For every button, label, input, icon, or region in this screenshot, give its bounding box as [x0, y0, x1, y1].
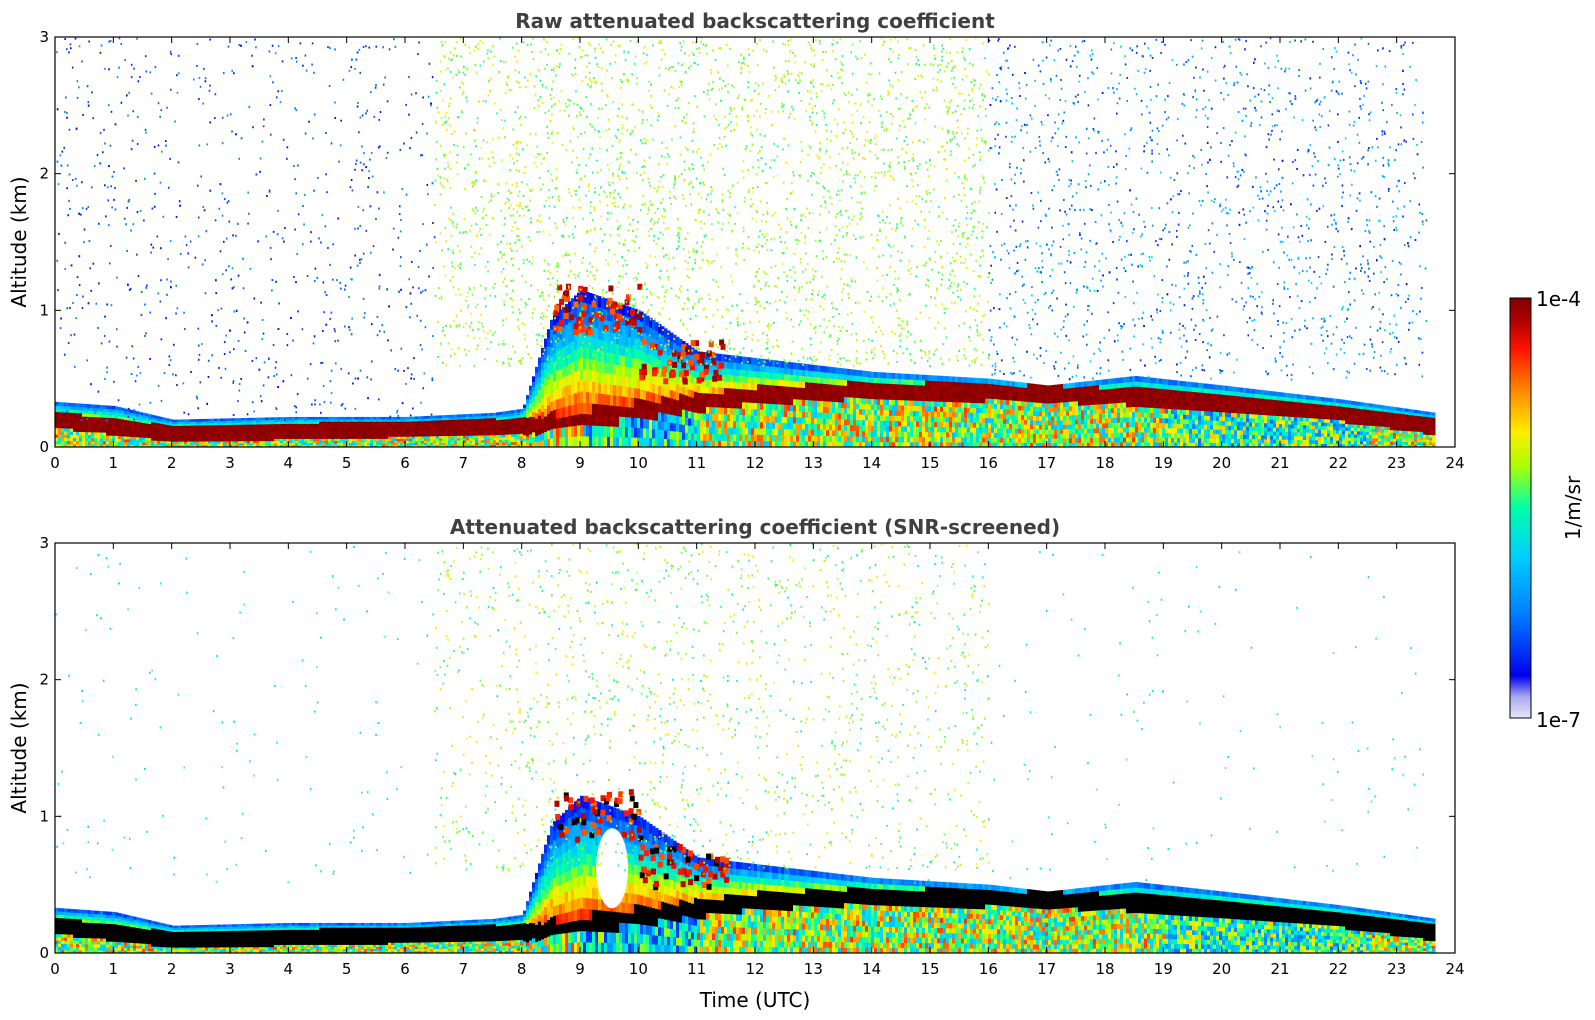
- x-tick-label: 1: [109, 960, 119, 978]
- x-tick-label: 14: [862, 454, 881, 472]
- x-tick-label: 18: [1095, 960, 1114, 978]
- x-tick-label: 21: [1270, 960, 1289, 978]
- x-tick-label: 4: [284, 960, 294, 978]
- x-tick-label: 2: [167, 454, 177, 472]
- y-tick-label: 2: [39, 165, 49, 183]
- x-tick-label: 19: [1154, 960, 1173, 978]
- y-axis: 0 1 2 3: [39, 28, 1455, 456]
- x-tick-label: 2: [167, 960, 177, 978]
- x-tick-label: 6: [400, 454, 410, 472]
- x-tick-label: 11: [687, 960, 706, 978]
- x-tick-label: 7: [459, 454, 469, 472]
- x-tick-label: 9: [575, 960, 585, 978]
- y-tick-label: 0: [39, 438, 49, 456]
- y-tick-label: 1: [39, 301, 49, 319]
- colorbar: 1e-4 1e-7 1/m/sr: [1509, 287, 1585, 732]
- x-tick-label: 15: [920, 960, 939, 978]
- plot-area: [55, 37, 1436, 447]
- colorbar-min-label: 1e-7: [1536, 708, 1581, 732]
- x-tick-label: 17: [1037, 960, 1056, 978]
- x-tick-label: 3: [225, 454, 235, 472]
- x-tick-label: 13: [804, 960, 823, 978]
- x-tick-label: 23: [1387, 454, 1406, 472]
- x-axis: 0 1 2 3 4 5 6 7 8 9 10 11 12 13 14 15 16 17 18 19 20 21 22 23 24: [50, 37, 1465, 472]
- x-tick-label: 24: [1445, 960, 1464, 978]
- x-tick-label: 19: [1154, 454, 1173, 472]
- x-axis: 0 1 2 3 4 5 6 7 8 9 10 11 12 13 14 15 16 17 18 19 20 21 22 23 24: [50, 543, 1465, 978]
- x-tick-label: 22: [1329, 454, 1348, 472]
- x-tick-label: 7: [459, 960, 469, 978]
- panel-screened: Attenuated backscattering coefficient (S…: [7, 515, 1465, 1012]
- x-tick-label: 21: [1270, 454, 1289, 472]
- x-tick-label: 3: [225, 960, 235, 978]
- colorbar-unit-label: 1/m/sr: [1561, 475, 1585, 540]
- x-tick-label: 1: [109, 454, 119, 472]
- colorbar-gradient: [1509, 297, 1532, 719]
- x-tick-label: 16: [979, 960, 998, 978]
- panel-raw: Raw attenuated backscattering coefficien…: [7, 9, 1465, 472]
- x-tick-label: 23: [1387, 960, 1406, 978]
- panel-title: Raw attenuated backscattering coefficien…: [515, 9, 995, 33]
- x-tick-label: 12: [745, 960, 764, 978]
- y-axis-label: Altitude (km): [7, 682, 31, 813]
- x-tick-label: 9: [575, 454, 585, 472]
- x-tick-label: 11: [687, 454, 706, 472]
- x-tick-label: 5: [342, 960, 352, 978]
- x-tick-label: 15: [920, 454, 939, 472]
- x-tick-label: 12: [745, 454, 764, 472]
- x-tick-label: 5: [342, 454, 352, 472]
- x-tick-label: 10: [629, 960, 648, 978]
- y-tick-label: 3: [39, 534, 49, 552]
- x-tick-label: 13: [804, 454, 823, 472]
- x-tick-label: 0: [50, 454, 60, 472]
- x-tick-label: 18: [1095, 454, 1114, 472]
- y-tick-label: 0: [39, 944, 49, 962]
- panel-title: Attenuated backscattering coefficient (S…: [450, 515, 1060, 539]
- x-tick-label: 20: [1212, 454, 1231, 472]
- x-tick-label: 24: [1445, 454, 1464, 472]
- x-axis-label: Time (UTC): [699, 988, 811, 1012]
- x-tick-label: 10: [629, 454, 648, 472]
- x-tick-label: 8: [517, 454, 527, 472]
- y-axis-label: Altitude (km): [7, 176, 31, 307]
- x-tick-label: 6: [400, 960, 410, 978]
- x-tick-label: 17: [1037, 454, 1056, 472]
- x-tick-label: 8: [517, 960, 527, 978]
- x-tick-label: 22: [1329, 960, 1348, 978]
- colorbar-max-label: 1e-4: [1536, 287, 1581, 311]
- x-tick-label: 0: [50, 960, 60, 978]
- y-axis: 0 1 2 3: [39, 534, 1455, 962]
- x-tick-label: 20: [1212, 960, 1231, 978]
- plot-area: [55, 543, 1436, 953]
- x-tick-label: 14: [862, 960, 881, 978]
- x-tick-label: 16: [979, 454, 998, 472]
- y-tick-label: 1: [39, 807, 49, 825]
- y-tick-label: 3: [39, 28, 49, 46]
- x-tick-label: 4: [284, 454, 294, 472]
- y-tick-label: 2: [39, 671, 49, 689]
